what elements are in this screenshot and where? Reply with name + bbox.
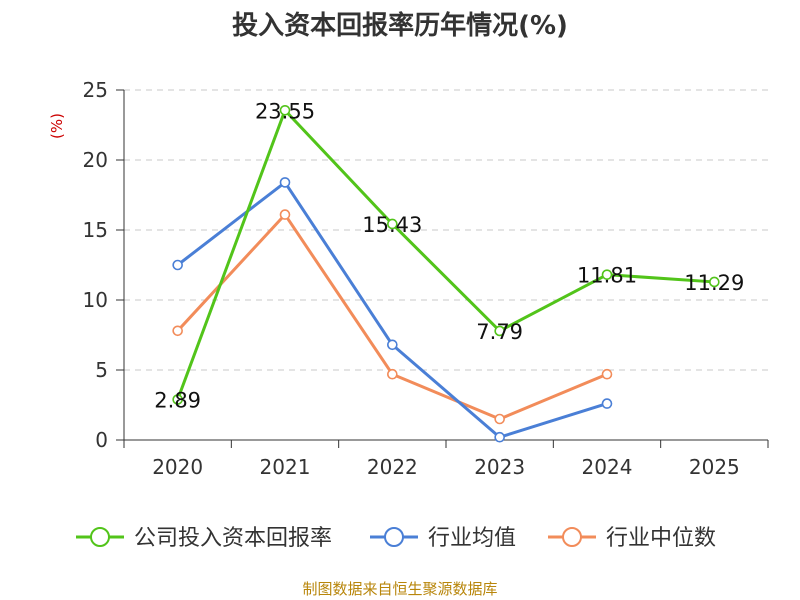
data-label: 11.29 [684,271,744,295]
source-note: 制图数据来自恒生聚源数据库 [302,580,497,598]
legend-item-company[interactable]: 公司投入资本回报率 [76,526,332,551]
y-tick-label: 10 [83,288,108,312]
legend-label: 行业中位数 [606,526,716,551]
data-point[interactable] [172,325,183,337]
data-label: 11.81 [577,264,637,288]
y-tick-label: 25 [83,78,108,102]
data-point[interactable] [494,413,505,425]
legend-label: 公司投入资本回报率 [134,526,332,551]
data-point[interactable] [279,105,291,116]
legend-marker [384,527,404,547]
data-point[interactable] [601,269,613,280]
data-point[interactable] [494,325,505,337]
y-tick-label: 5 [95,358,108,382]
series-company: 2.89 23.55 15.43 7.79 11.81 11.29 [154,99,744,412]
data-label: 23.55 [255,99,315,123]
data-label: 15.43 [362,213,422,237]
x-tick-label: 2022 [367,455,418,479]
data-label: 7.79 [476,320,523,344]
data-point[interactable] [172,259,183,271]
x-tick-label: 2020 [152,455,203,479]
data-point[interactable] [279,209,291,220]
data-point[interactable] [494,431,505,443]
x-tick-label: 2023 [474,455,525,479]
series-line [176,213,608,421]
data-point[interactable] [709,276,720,288]
legend-item-industry-mean[interactable]: 行业均值 [370,526,516,551]
data-point[interactable] [601,398,613,409]
x-tick-label: 2025 [689,455,740,479]
series-industry-median [172,209,613,425]
legend[interactable]: 公司投入资本回报率 行业均值 行业中位数 [76,526,716,551]
y-tick-label: 0 [95,428,108,452]
y-axis-unit: (%) [48,113,66,139]
legend-marker [562,527,582,547]
legend-marker [90,527,110,547]
data-label: 2.89 [154,389,201,413]
data-point[interactable] [387,339,398,351]
legend-label: 行业均值 [428,526,516,551]
data-point[interactable] [387,218,398,230]
data-point[interactable] [172,394,183,405]
x-tick-label: 2021 [260,455,311,479]
chart-title: 投入资本回报率历年情况(%) [232,10,568,41]
data-point[interactable] [279,177,291,188]
y-tick-label: 20 [83,148,108,172]
grid-lines [124,89,768,371]
data-point[interactable] [601,368,613,380]
y-tick-label: 15 [83,218,108,242]
x-tick-label: 2024 [582,455,633,479]
series-group: 2.89 23.55 15.43 7.79 11.81 11.29 [154,99,744,443]
series-line [176,108,715,401]
data-point[interactable] [387,368,398,380]
legend-item-industry-median[interactable]: 行业中位数 [548,526,716,551]
